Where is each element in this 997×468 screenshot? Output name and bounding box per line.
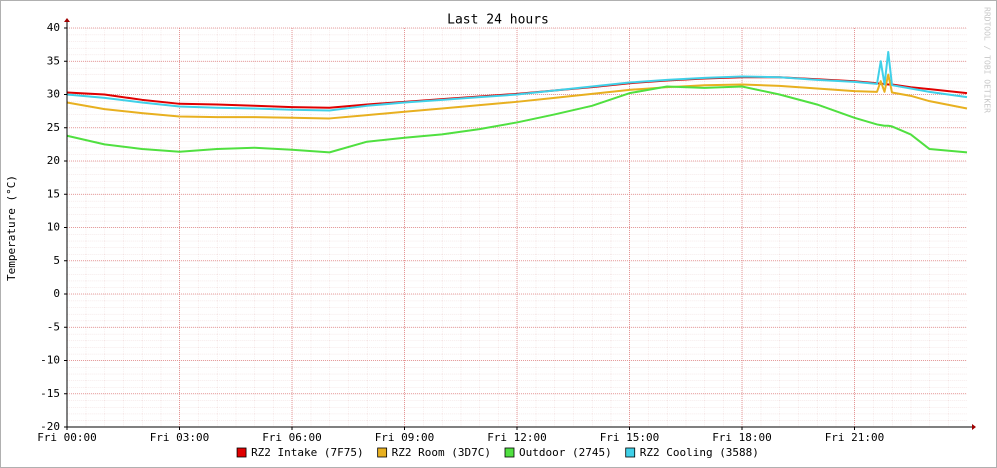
- y-tick-label: 25: [47, 121, 60, 134]
- watermark: RRDTOOL / TOBI OETIKER: [983, 7, 992, 113]
- y-tick-label: -20: [40, 420, 60, 433]
- x-tick-label: Fri 06:00: [262, 431, 322, 444]
- legend-swatch: [377, 447, 388, 458]
- legend-label: Outdoor (2745): [519, 446, 612, 459]
- legend-swatch: [236, 447, 247, 458]
- axes: [64, 18, 976, 430]
- y-tick-label: 0: [53, 287, 60, 300]
- legend-label: RZ2 Intake (7F75): [251, 446, 364, 459]
- x-tick-label: Fri 21:00: [825, 431, 885, 444]
- y-tick-label: 5: [53, 254, 60, 267]
- legend: RZ2 Intake (7F75) RZ2 Room (3D7C) Outdoor …: [236, 446, 759, 459]
- y-tick-label: 10: [47, 221, 60, 234]
- grid: [64, 27, 967, 430]
- series-line: [66, 50, 968, 112]
- y-tick-label: 30: [47, 88, 60, 101]
- legend-label: RZ2 Cooling (3588): [640, 446, 759, 459]
- x-tick-label: Fri 18:00: [712, 431, 772, 444]
- y-axis-label: Temperature (°C): [5, 175, 18, 281]
- y-tick-label: 35: [47, 54, 60, 67]
- y-tick-label: 15: [47, 187, 60, 200]
- legend-label: RZ2 Room (3D7C): [392, 446, 491, 459]
- y-tick-label: 40: [47, 21, 60, 34]
- x-tick-label: Fri 12:00: [487, 431, 547, 444]
- y-tick-label: -5: [47, 320, 60, 333]
- y-tick-label: 20: [47, 154, 60, 167]
- x-tick-label: Fri 03:00: [150, 431, 210, 444]
- x-arrow: [972, 424, 976, 430]
- x-tick-label: Fri 15:00: [600, 431, 660, 444]
- x-tick-label: Fri 09:00: [375, 431, 435, 444]
- y-arrow: [64, 18, 70, 22]
- legend-swatch: [625, 447, 636, 458]
- legend-swatch: [504, 447, 515, 458]
- x-tick-label: Fri 00:00: [37, 431, 97, 444]
- series-line: [66, 85, 968, 154]
- y-tick-label: -10: [40, 354, 60, 367]
- lines: [66, 50, 968, 154]
- series-line: [66, 73, 968, 120]
- y-tick-label: -15: [40, 387, 60, 400]
- chart-title: Last 24 hours: [447, 13, 549, 28]
